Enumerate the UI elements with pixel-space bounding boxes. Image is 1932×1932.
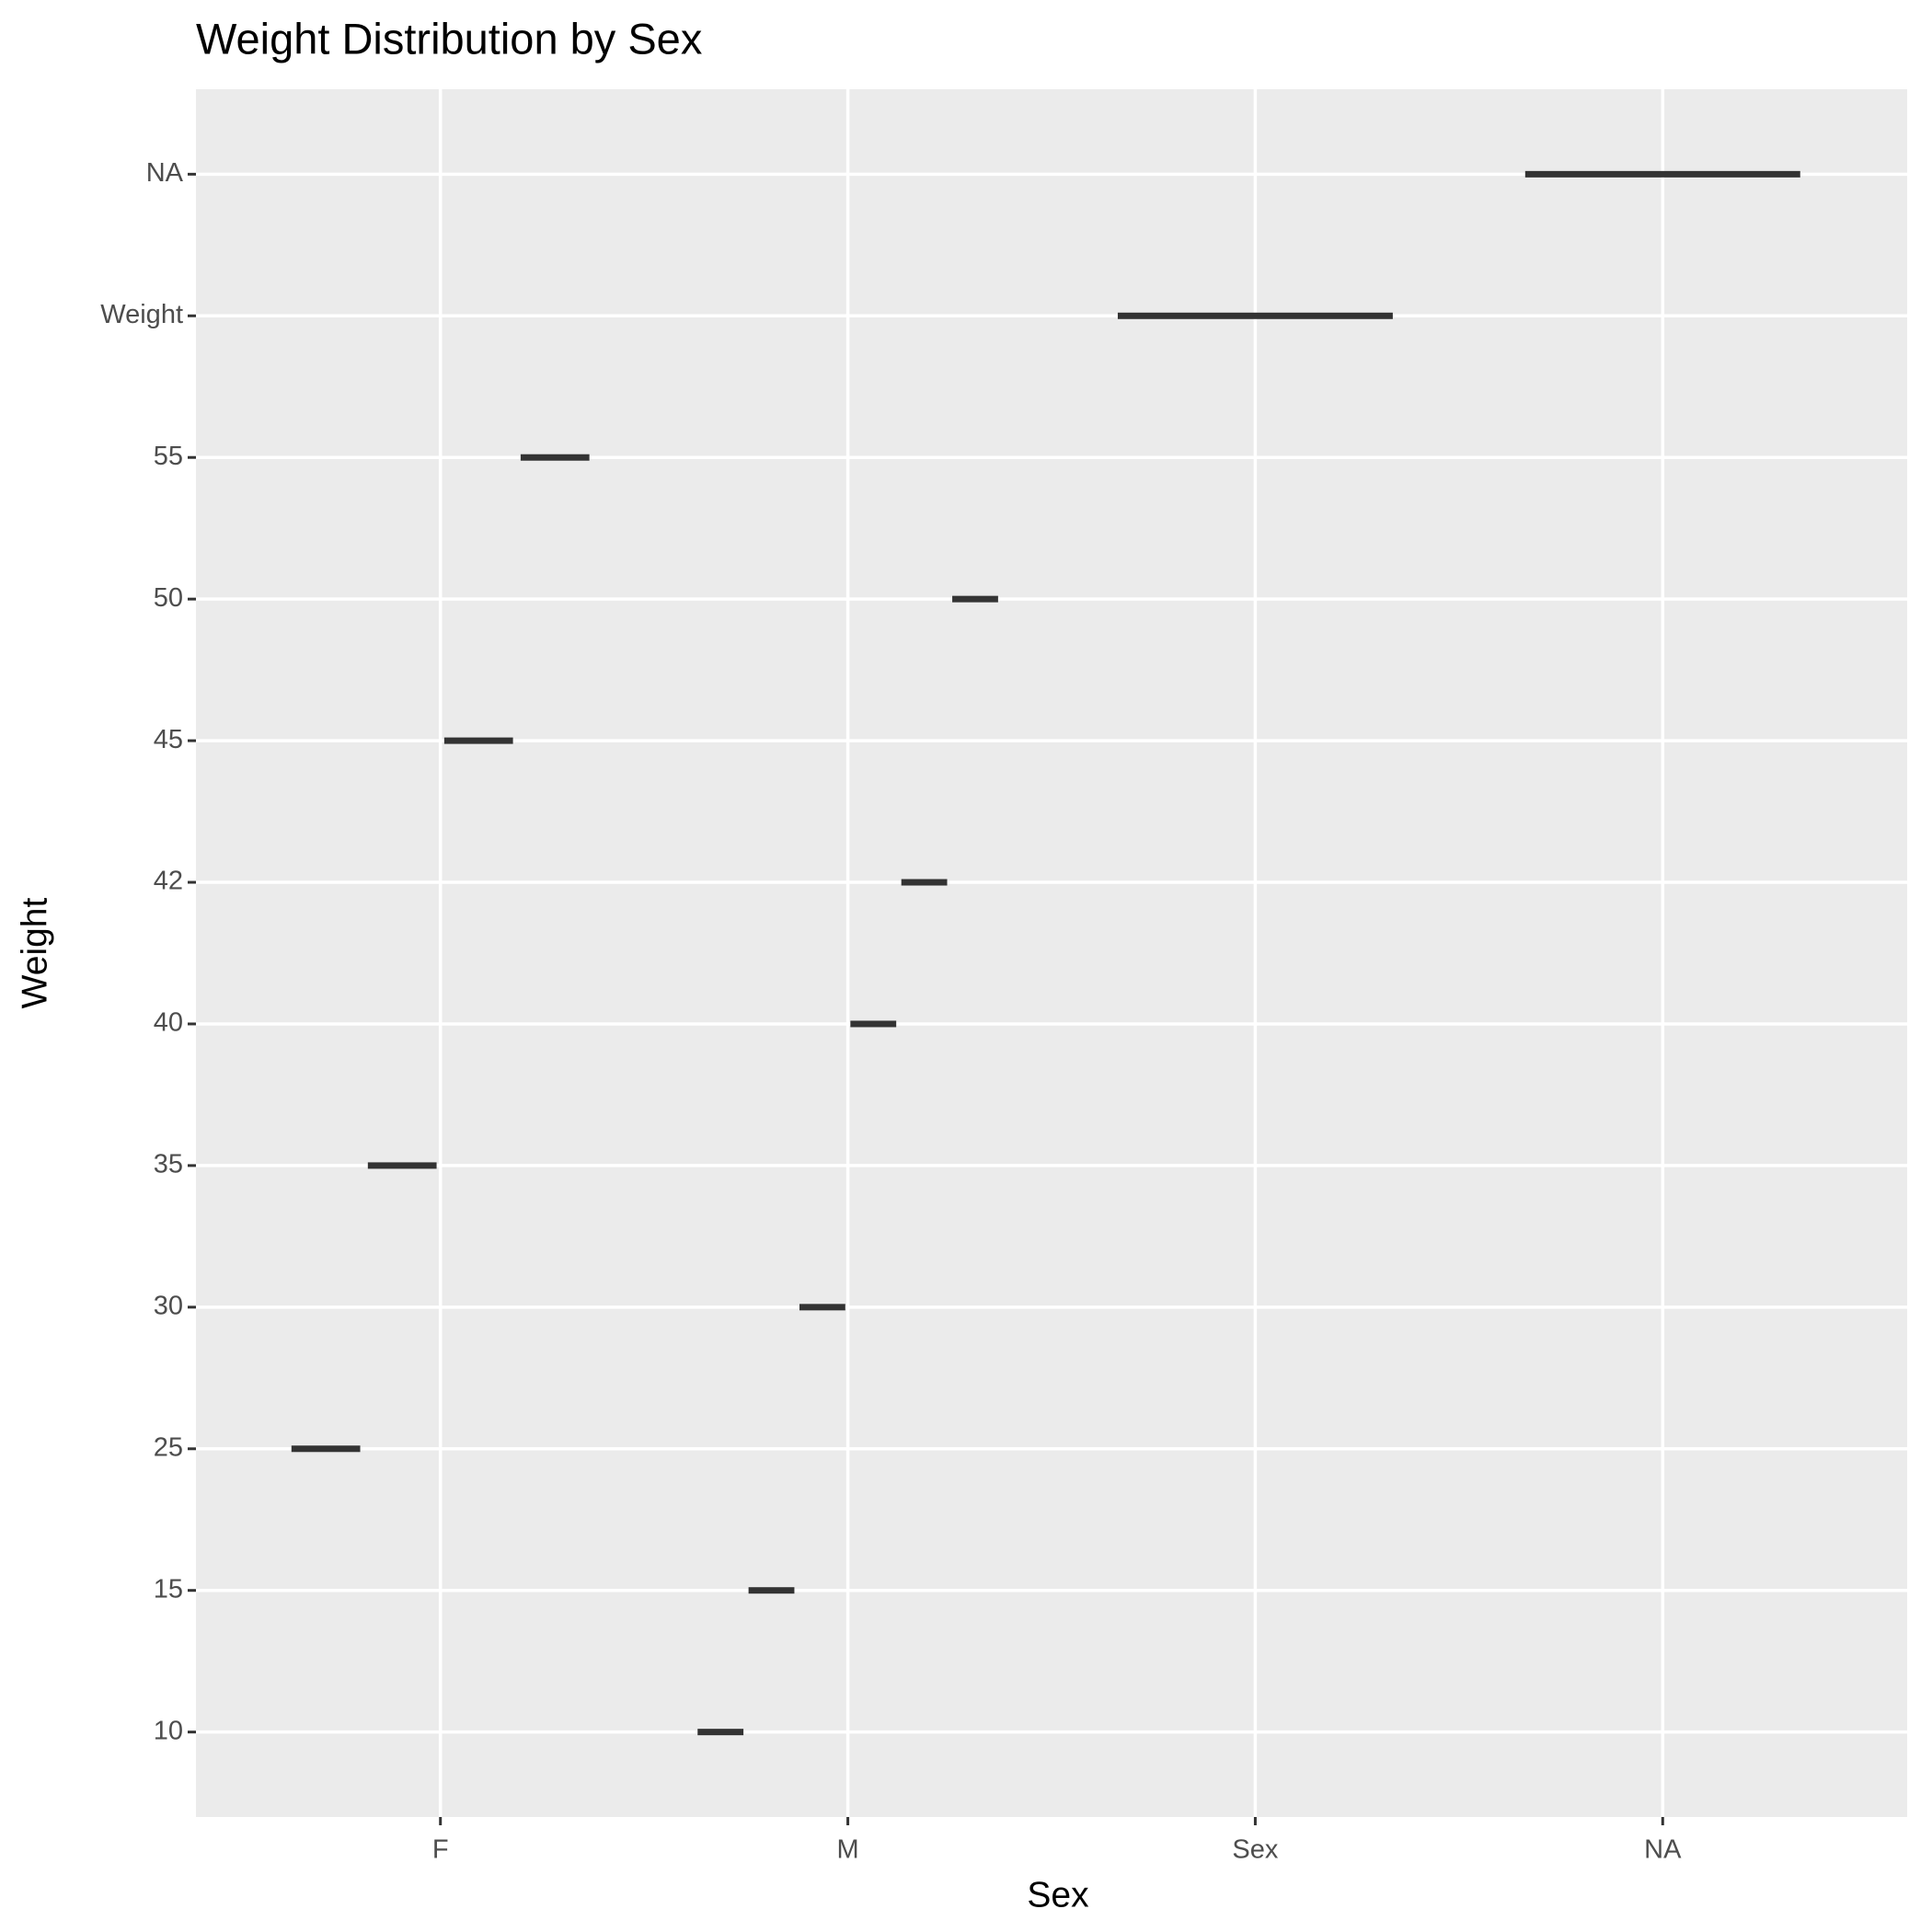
- y-tick-label: 40: [154, 1008, 183, 1038]
- box: [748, 1587, 795, 1594]
- box: [697, 1729, 744, 1736]
- y-tick-label: 55: [154, 442, 183, 471]
- box: [901, 879, 948, 886]
- box: [443, 737, 513, 744]
- box: [1524, 170, 1800, 178]
- y-tick-label: 45: [154, 725, 183, 754]
- y-axis-title: Weight: [15, 898, 54, 1009]
- y-tick-label: 42: [154, 867, 183, 896]
- y-tick-label: 15: [154, 1574, 183, 1604]
- x-tick-label: Sex: [1232, 1835, 1278, 1865]
- chart-title: Weight Distribution by Sex: [196, 14, 702, 63]
- box: [952, 595, 998, 603]
- box: [291, 1445, 361, 1453]
- x-tick-label: NA: [1644, 1835, 1682, 1865]
- x-axis-title: Sex: [1027, 1875, 1089, 1915]
- x-tick-label: F: [432, 1835, 449, 1865]
- panel-background: [196, 89, 1907, 1817]
- y-tick-label: 50: [154, 583, 183, 613]
- y-tick-label: 10: [154, 1716, 183, 1745]
- box: [850, 1020, 897, 1028]
- y-tick-label: 35: [154, 1150, 183, 1179]
- y-tick-label: Weight: [100, 300, 183, 329]
- box: [799, 1304, 845, 1311]
- box: [367, 1162, 437, 1169]
- x-tick-label: M: [836, 1835, 858, 1865]
- y-tick-label: 30: [154, 1291, 183, 1320]
- y-tick-label: 25: [154, 1432, 183, 1462]
- box: [1117, 312, 1393, 319]
- box: [520, 454, 590, 461]
- y-tick-label: NA: [146, 158, 184, 188]
